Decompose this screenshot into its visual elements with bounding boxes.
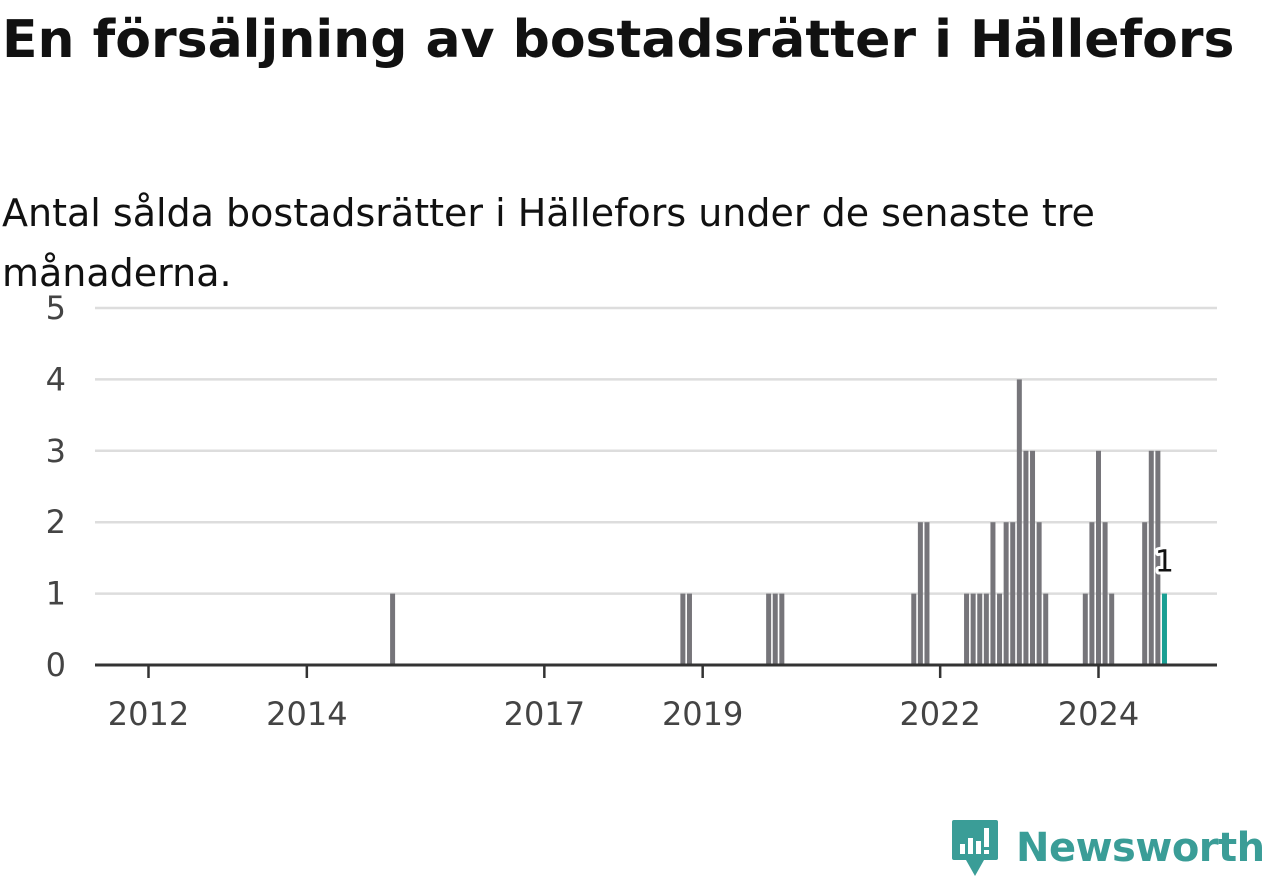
bar (924, 522, 930, 665)
bar (1036, 522, 1042, 665)
bar (1010, 522, 1016, 665)
bar (1082, 593, 1088, 665)
x-axis-ticks: 2012 2014 2017 2019 2022 2024 (108, 665, 1139, 733)
x-tick-label: 2024 (1058, 695, 1139, 733)
bar (1148, 450, 1154, 665)
x-tick-label: 2022 (899, 695, 980, 733)
chart-title: En försäljning av bostadsrätter i Hällef… (2, 10, 1235, 70)
x-tick-label: 2019 (662, 695, 743, 733)
brand-name: Newsworthy (1016, 825, 1262, 871)
bar (964, 593, 970, 665)
y-tick-label: 4 (46, 360, 66, 398)
y-tick-label: 1 (46, 575, 66, 613)
chart-subtitle: Antal sålda bostadsrätter i Hällefors un… (2, 191, 1095, 295)
y-axis-ticks: 0 1 2 3 4 5 (46, 289, 66, 684)
bar (1102, 522, 1108, 665)
bar (1142, 522, 1148, 665)
bar (779, 593, 785, 665)
bar (1023, 450, 1029, 665)
bar (977, 593, 983, 665)
bar (917, 522, 923, 665)
y-tick-label: 5 (46, 289, 66, 327)
y-tick-label: 3 (46, 432, 66, 470)
bar (1109, 593, 1115, 665)
bar (1096, 450, 1101, 665)
bar (686, 593, 692, 665)
data-label: 1 (1155, 545, 1174, 580)
y-tick-label: 2 (46, 503, 66, 541)
bar (1016, 379, 1022, 665)
x-tick-label: 2012 (108, 695, 189, 733)
bar (983, 593, 989, 665)
value-labels: 1 (1152, 542, 1177, 583)
bar (1043, 593, 1049, 665)
gridlines (95, 306, 1217, 595)
x-tick-label: 2017 (504, 695, 585, 733)
bar (1003, 522, 1009, 665)
newsworthy-bar-chart-icon (952, 820, 998, 876)
bar (766, 593, 772, 665)
bar (1155, 450, 1161, 665)
highlighted-bar (1161, 593, 1167, 665)
bar (680, 593, 686, 665)
bar (997, 593, 1003, 665)
y-tick-label: 0 (46, 646, 66, 684)
bar (970, 593, 976, 665)
bar (911, 593, 917, 665)
x-tick-label: 2014 (266, 695, 347, 733)
bar (1030, 450, 1036, 665)
bar (772, 593, 778, 665)
bars (390, 379, 1167, 665)
bar (1089, 522, 1095, 665)
bar (990, 522, 996, 665)
newsworthy-logo: Newsworthy (950, 818, 1262, 878)
bar (390, 593, 396, 665)
